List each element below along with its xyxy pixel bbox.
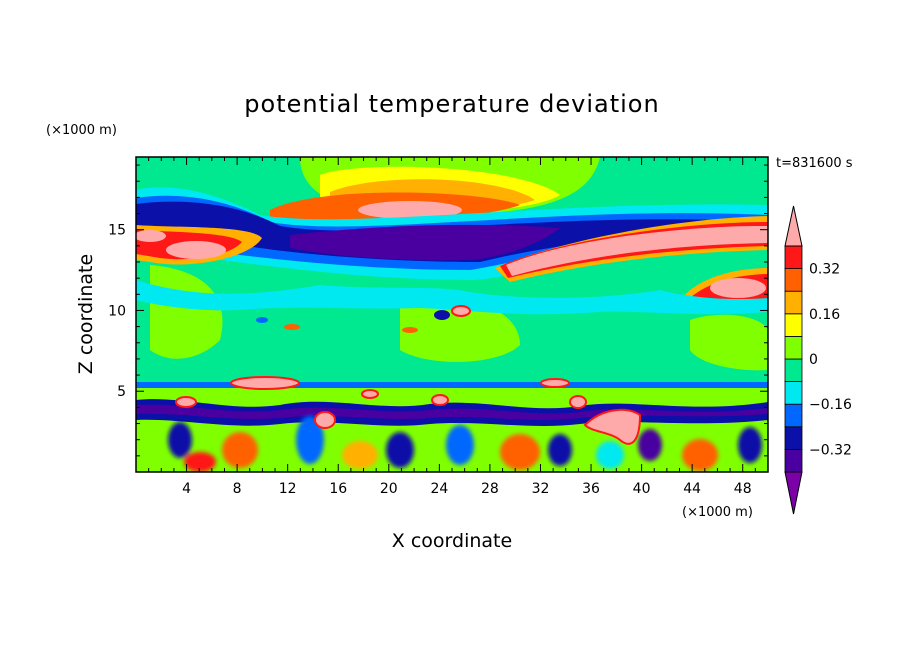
colorbar-segment bbox=[784, 358, 803, 383]
warm-blob-7 bbox=[583, 408, 642, 445]
x-tick-label: 16 bbox=[329, 481, 347, 497]
warm-blob-11 bbox=[402, 327, 418, 333]
colorbar-segment bbox=[784, 381, 803, 405]
colorbar: 0.32 0.16 0 −0.16 −0.32 bbox=[784, 205, 852, 515]
mid-green-center bbox=[400, 297, 520, 362]
x-tick-label: 48 bbox=[734, 481, 752, 497]
x-tick-label: 8 bbox=[233, 481, 242, 497]
time-label: t=831600 s bbox=[776, 156, 853, 171]
y-ticks: 5 10 15 bbox=[108, 164, 768, 457]
left-edge-warm bbox=[136, 230, 166, 242]
contour-field bbox=[136, 157, 768, 472]
upper-cold-core bbox=[290, 224, 560, 261]
warm-plume-core bbox=[506, 225, 768, 276]
warm-blob-5 bbox=[540, 378, 570, 388]
chart-title: potential temperature deviation bbox=[244, 90, 659, 118]
colorbar-segment bbox=[784, 290, 803, 315]
colorbar-segment bbox=[784, 335, 803, 360]
upper-warm-core bbox=[358, 201, 462, 219]
x-tick-label: 44 bbox=[683, 481, 701, 497]
colorbar-label: 0 bbox=[809, 352, 818, 368]
colorbar-label: 0.32 bbox=[809, 262, 840, 278]
y-unit-label: (×1000 m) bbox=[46, 123, 117, 138]
colorbar-label: −0.16 bbox=[809, 397, 852, 413]
warm-blob-2 bbox=[175, 396, 197, 408]
lower-eddies bbox=[168, 416, 762, 472]
y-axis-label: Z coordinate bbox=[75, 254, 97, 374]
cold-blob-1 bbox=[434, 310, 450, 320]
colorbar-segment bbox=[784, 268, 803, 292]
warm-blob-3 bbox=[361, 389, 379, 399]
warm-blob-8 bbox=[451, 305, 471, 317]
x-tick-label: 36 bbox=[582, 481, 600, 497]
y-tick-label: 15 bbox=[108, 223, 126, 239]
low-cold-core bbox=[136, 404, 768, 420]
x-tick-label: 12 bbox=[279, 481, 297, 497]
colorbar-segment bbox=[784, 403, 803, 428]
mid-green-right bbox=[690, 314, 768, 371]
cold-blob-2 bbox=[256, 317, 268, 323]
warm-blob-9 bbox=[314, 411, 336, 429]
warm-blob-10 bbox=[284, 324, 300, 330]
right-warm-lobe-core bbox=[710, 278, 766, 298]
x-tick-label: 20 bbox=[380, 481, 398, 497]
colorbar-label: −0.32 bbox=[809, 442, 852, 458]
colorbar-segment bbox=[784, 448, 803, 473]
x-tick-label: 40 bbox=[633, 481, 651, 497]
warm-blob-1 bbox=[230, 376, 300, 390]
mid-cyan-band bbox=[136, 280, 768, 315]
y-tick-label: 5 bbox=[117, 384, 126, 400]
y-tick-label: 10 bbox=[108, 303, 126, 319]
colorbar-low-extend bbox=[784, 471, 803, 515]
warm-blob-4 bbox=[431, 394, 449, 406]
x-tick-label: 24 bbox=[430, 481, 448, 497]
colorbar-segment bbox=[784, 313, 803, 337]
colorbar-segment bbox=[784, 426, 803, 450]
x-unit-label: (×1000 m) bbox=[682, 505, 753, 520]
x-ticks: 4 8 12 16 20 24 28 32 36 40 44 48 bbox=[148, 157, 756, 497]
boundary-layer-blue bbox=[136, 382, 768, 388]
left-warm-lobe-core bbox=[166, 241, 226, 259]
x-axis-label: X coordinate bbox=[392, 530, 512, 552]
colorbar-high-extend bbox=[784, 205, 803, 247]
x-tick-label: 28 bbox=[481, 481, 499, 497]
x-tick-label: 32 bbox=[532, 481, 550, 497]
colorbar-segment bbox=[784, 245, 803, 270]
warm-blob-6 bbox=[569, 395, 587, 409]
colorbar-label: 0.16 bbox=[809, 307, 840, 323]
x-tick-label: 4 bbox=[182, 481, 191, 497]
